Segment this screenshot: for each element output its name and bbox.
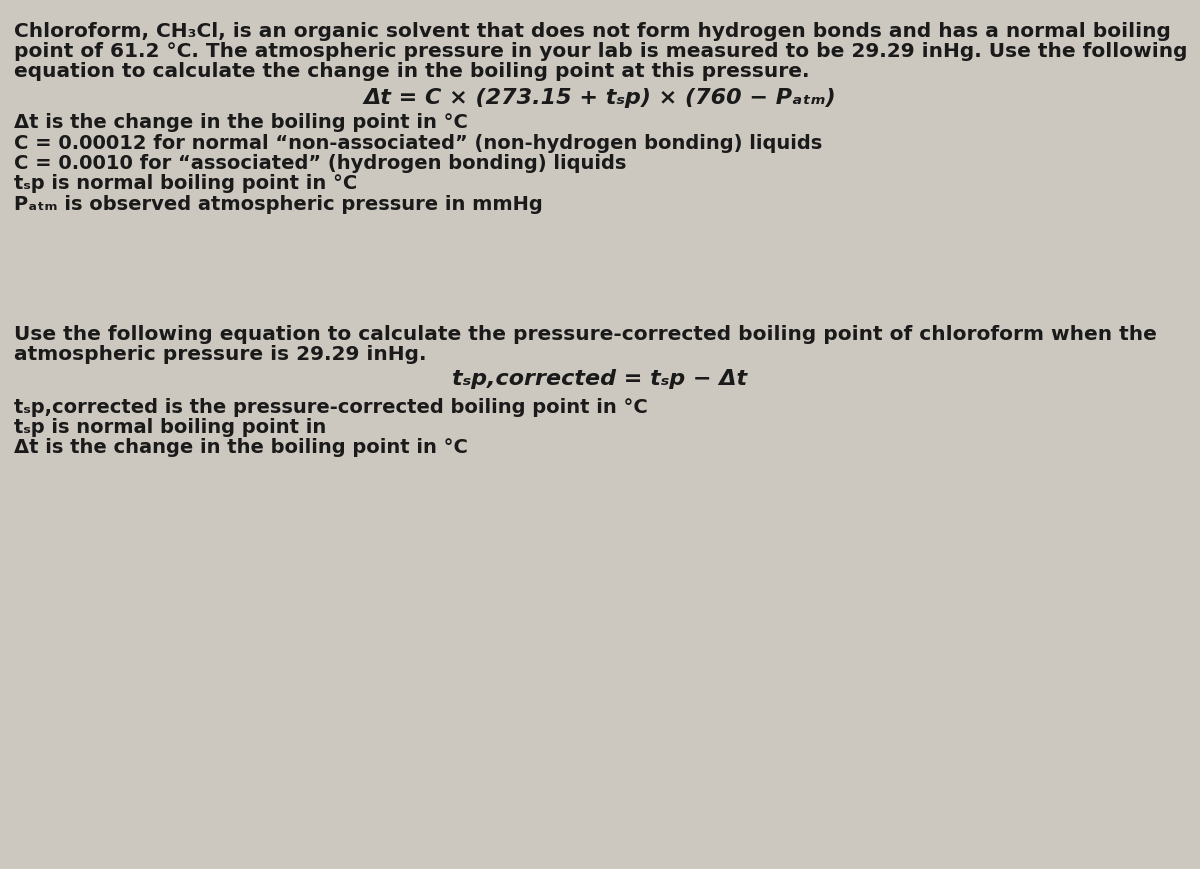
Text: Δt is the change in the boiling point in °C: Δt is the change in the boiling point in… xyxy=(14,113,468,132)
Text: Δt = C × (273.15 + tₛp) × (760 − Pₐₜₘ): Δt = C × (273.15 + tₛp) × (760 − Pₐₜₘ) xyxy=(364,88,836,108)
Text: Use the following equation to calculate the pressure-corrected boiling point of : Use the following equation to calculate … xyxy=(14,324,1157,343)
Text: tₛp is normal boiling point in: tₛp is normal boiling point in xyxy=(14,417,326,436)
Text: atmospheric pressure is 29.29 inHg.: atmospheric pressure is 29.29 inHg. xyxy=(14,344,427,363)
Text: Δt is the change in the boiling point in °C: Δt is the change in the boiling point in… xyxy=(14,438,468,457)
Text: Chloroform, CH₃Cl, is an organic solvent that does not form hydrogen bonds and h: Chloroform, CH₃Cl, is an organic solvent… xyxy=(14,22,1171,41)
Text: tₛp is normal boiling point in °C: tₛp is normal boiling point in °C xyxy=(14,174,358,193)
Text: C = 0.0010 for “associated” (hydrogen bonding) liquids: C = 0.0010 for “associated” (hydrogen bo… xyxy=(14,154,626,173)
Text: equation to calculate the change in the boiling point at this pressure.: equation to calculate the change in the … xyxy=(14,62,810,81)
Text: Pₐₜₘ is observed atmospheric pressure in mmHg: Pₐₜₘ is observed atmospheric pressure in… xyxy=(14,195,544,213)
Text: C = 0.00012 for normal “non-associated” (non-hydrogen bonding) liquids: C = 0.00012 for normal “non-associated” … xyxy=(14,134,823,152)
Text: tₛp,corrected = tₛp − Δt: tₛp,corrected = tₛp − Δt xyxy=(452,368,748,388)
Text: tₛp,corrected is the pressure-corrected boiling point in °C: tₛp,corrected is the pressure-corrected … xyxy=(14,397,648,416)
Text: point of 61.2 °C. The atmospheric pressure in your lab is measured to be 29.29 i: point of 61.2 °C. The atmospheric pressu… xyxy=(14,42,1188,61)
